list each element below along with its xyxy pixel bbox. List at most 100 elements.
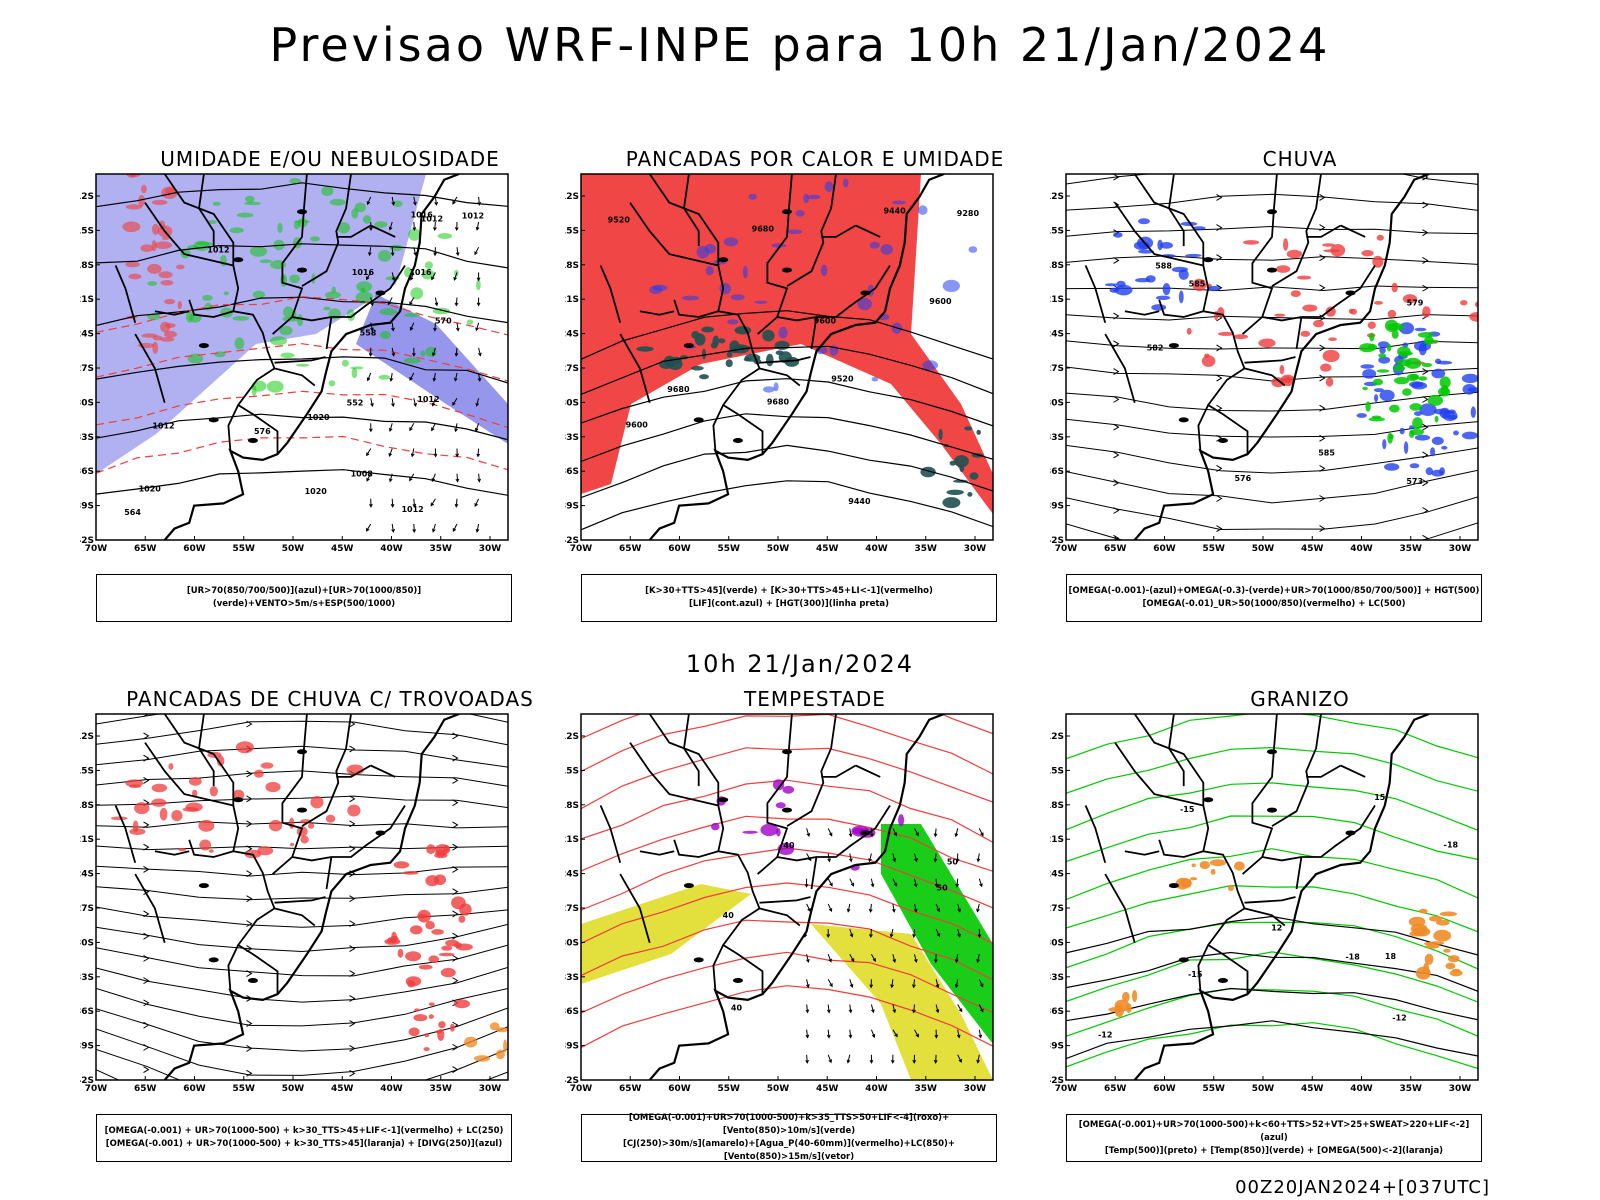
lake [1267, 267, 1277, 273]
rain-area [1474, 301, 1478, 308]
wind-vector-head [914, 858, 918, 863]
streamline [1066, 444, 1478, 474]
panel-chuva: CHUVA 585 582 579 576 573 588 585 12S 15S 18S 21S 2… [1050, 147, 1550, 652]
lon-tick-label: 50W [282, 544, 305, 554]
low-level-humidity [202, 294, 213, 301]
thunderstorm-area [171, 810, 183, 822]
wind-vector-head [409, 377, 413, 381]
streamline-arrow [349, 1069, 356, 1077]
streamline-arrow [349, 970, 356, 977]
lat-tick-label: 18S [1050, 261, 1064, 271]
wind-vector-head [390, 503, 395, 508]
border-line [821, 224, 857, 238]
omega-strong-area [1378, 353, 1386, 358]
wind-vector [478, 372, 481, 381]
contour-label: 15 [1374, 793, 1386, 802]
wind-vector [391, 272, 395, 281]
wind-vector [849, 979, 853, 988]
wind-vector [957, 1004, 963, 1012]
streamline [96, 865, 508, 877]
wind-vector-head [366, 477, 370, 482]
border-line [619, 873, 651, 944]
border-line [619, 333, 651, 404]
lon-tick-label: 35W [1400, 544, 1423, 554]
wind-vector-head [868, 908, 873, 913]
wind-vector [391, 398, 394, 407]
low-level-humidity [350, 366, 364, 370]
lake [693, 417, 704, 423]
kindex-area [946, 489, 964, 495]
thunderstorm-area [185, 802, 203, 812]
low-level-humidity [328, 380, 336, 387]
wind-vector-head [366, 527, 370, 532]
rain-area [1387, 309, 1397, 318]
contour-label: 9680 [752, 224, 775, 233]
thunderstorm-area [414, 1008, 420, 1012]
lat-tick-label: 27S [1050, 364, 1064, 374]
lon-tick-label: 40W [380, 1084, 403, 1094]
lon-tick-label: 35W [1400, 1084, 1423, 1094]
wind-vector [409, 473, 415, 481]
wind-vector-head [368, 428, 373, 433]
wind-vector [955, 828, 959, 837]
wind-vector-head [366, 201, 371, 206]
lon-tick-label: 65W [1104, 544, 1127, 554]
omega-strong-area [1418, 908, 1428, 914]
low-level-humidity [296, 363, 310, 367]
axes: 12S 15S 18S 21S 24S 27S 30S 33S 36S 39S 42S70W 65W 6… [80, 173, 509, 554]
low-level-humidity [245, 195, 255, 203]
legend-line: [OMEGA(-0.01)_UR>50(1000/850)(vermelho) … [1142, 599, 1406, 609]
lon-tick-label: 35W [915, 544, 938, 554]
rain-area [1477, 311, 1478, 314]
streamline-arrow [246, 820, 253, 828]
streamline-arrow [246, 720, 253, 728]
wind-vector-head [368, 252, 372, 257]
border-line [810, 856, 818, 890]
wind-vector [455, 498, 458, 507]
low-level-humidity [379, 308, 398, 316]
streamline-arrow [1216, 374, 1223, 382]
wind-vector-head [474, 251, 478, 256]
contour-label: 570 [435, 317, 452, 326]
contour-line [581, 951, 993, 1014]
wind-vector-head [366, 377, 371, 382]
low-level-humidity [251, 385, 257, 396]
lon-tick-label: 70W [85, 544, 108, 554]
wind-vector-head [912, 934, 916, 939]
lat-tick-label: 30S [1050, 398, 1064, 408]
streamline-arrow [1216, 495, 1223, 502]
omega-strong-area [1439, 911, 1458, 917]
lat-tick-label: 36S [565, 1007, 579, 1017]
wind-vector-head [892, 858, 897, 863]
lat-tick-label: 39S [80, 1042, 94, 1052]
kindex-area [964, 426, 973, 431]
streamline-arrow [1319, 194, 1326, 201]
wind-vector [452, 196, 458, 205]
low-level-humidity [354, 202, 366, 213]
lat-tick-label: 36S [80, 1007, 94, 1017]
streamline-arrow [1422, 395, 1429, 403]
wind-vector-head [980, 983, 984, 988]
thunderstorm-area [387, 937, 394, 944]
panel-title: GRANIZO [1250, 687, 1350, 711]
rain-area [1330, 244, 1346, 257]
wind-vector [434, 297, 438, 306]
streamline-arrow [143, 865, 150, 873]
border-line [188, 839, 234, 858]
severe-storm-area [772, 779, 785, 791]
panel-pancadas-calor: PANCADAS POR CALOR E UMIDADE 9680 9680 968… [565, 147, 1065, 652]
omega-area [1414, 411, 1423, 416]
wind-vector [434, 221, 436, 231]
wind-vector-head [976, 908, 980, 913]
wind-vector-head [806, 984, 810, 989]
map-pancadas-trovoadas: 12S 15S 18S 21S 24S 27S 30S 33S 36S 39S 42S70W 65W 6… [80, 713, 509, 1094]
wind-vector-head [955, 883, 960, 888]
contour-label: 9520 [831, 374, 854, 383]
omega-strong-area [1398, 351, 1413, 356]
legend-line: [CJ(250)>30m/s](amarelo)+[Agua_P(40-60mm… [622, 1139, 956, 1162]
border-line [163, 174, 279, 455]
lat-tick-label: 21S [1050, 835, 1064, 845]
streamline-arrow [1422, 229, 1429, 237]
low-level-humidity [244, 201, 262, 206]
wind-vector [870, 928, 872, 938]
